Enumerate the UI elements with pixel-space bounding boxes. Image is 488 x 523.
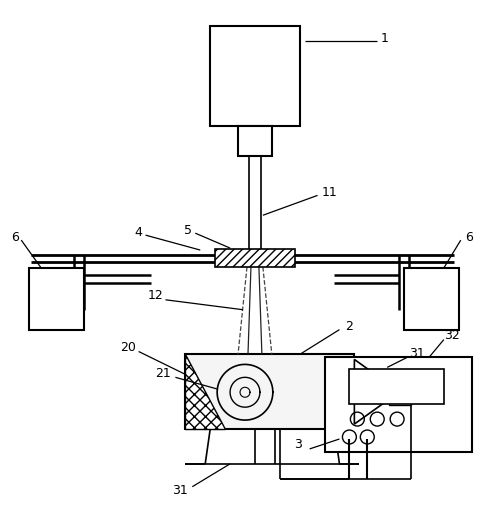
Text: 20: 20 [120, 341, 136, 354]
Text: 1: 1 [380, 32, 388, 45]
Bar [404, 268, 459, 329]
Text: 31: 31 [409, 347, 425, 360]
Polygon shape [354, 359, 389, 424]
Bar [210, 26, 300, 126]
Text: 11: 11 [322, 186, 337, 199]
Bar [349, 369, 444, 404]
Bar [325, 357, 472, 452]
Text: 6: 6 [465, 231, 473, 244]
Text: 21: 21 [156, 367, 171, 380]
Bar [389, 387, 411, 405]
Text: 3: 3 [294, 438, 302, 451]
Text: 12: 12 [148, 289, 163, 302]
Text: 4: 4 [135, 225, 142, 238]
Polygon shape [185, 355, 225, 429]
Bar [215, 249, 295, 267]
Bar [238, 126, 272, 156]
Bar [29, 268, 84, 329]
Bar [185, 355, 354, 429]
Text: 32: 32 [444, 329, 460, 342]
Text: 2: 2 [346, 320, 353, 333]
Text: 5: 5 [184, 224, 192, 237]
Text: 31: 31 [172, 484, 188, 497]
Text: 6: 6 [11, 231, 19, 244]
